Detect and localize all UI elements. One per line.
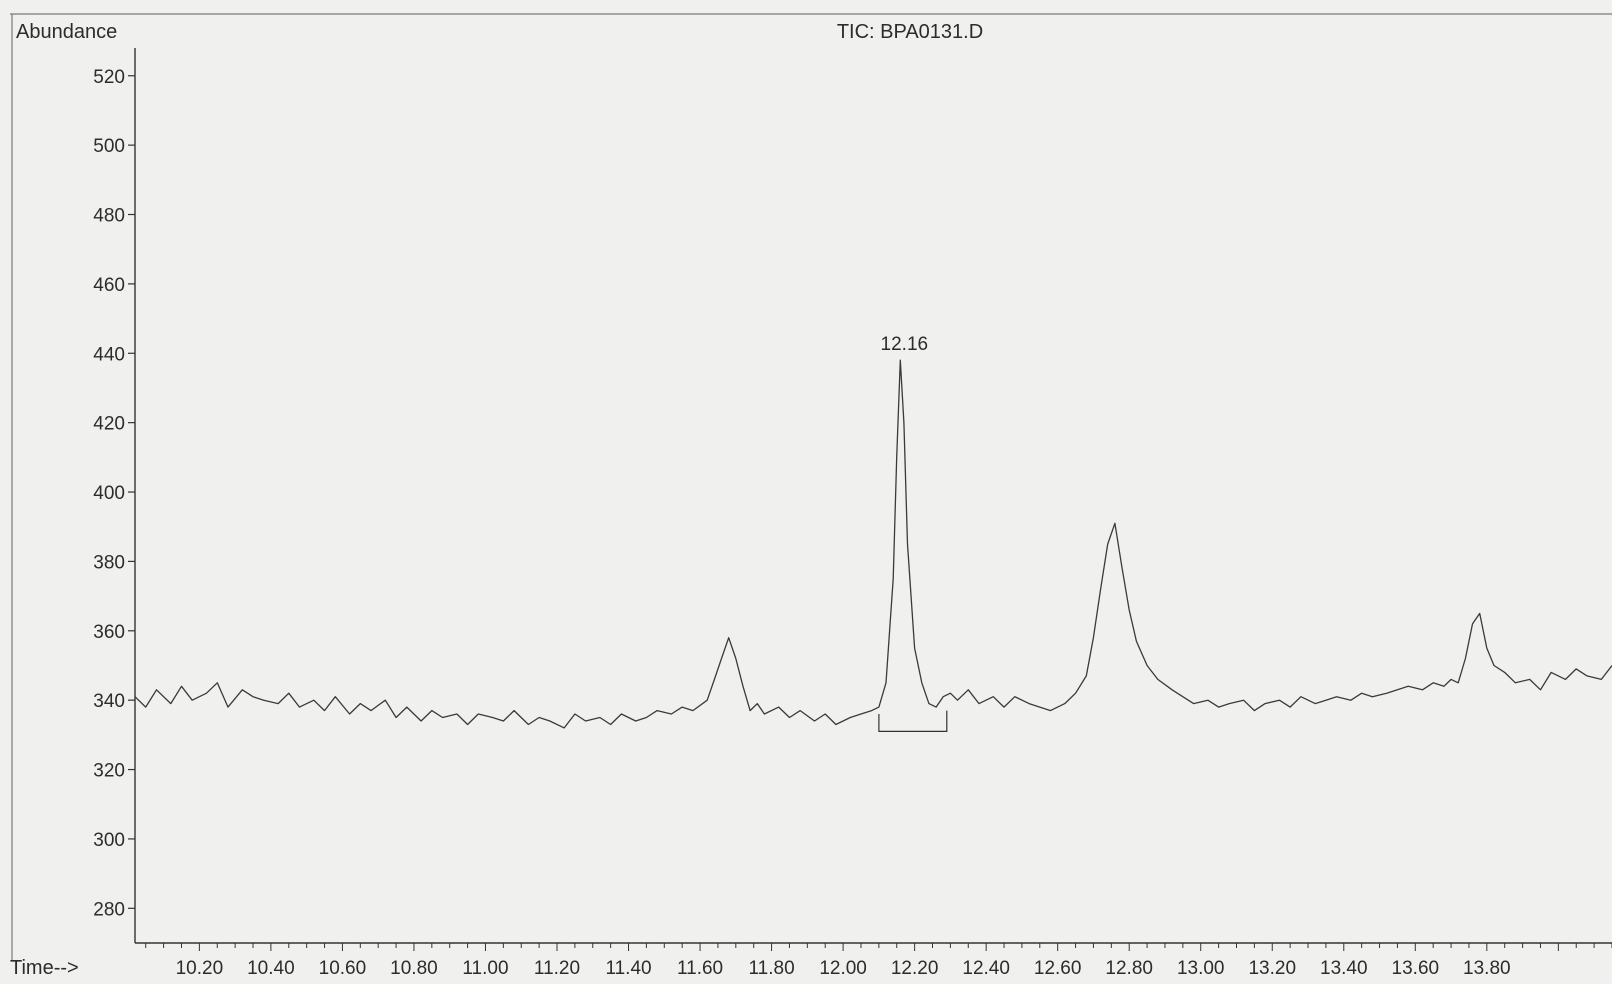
y-tick-label: 500 <box>93 136 125 157</box>
y-axis-title: Abundance <box>16 21 117 43</box>
x-tick-label: 13.80 <box>1463 958 1511 979</box>
x-tick-label: 13.20 <box>1248 958 1296 979</box>
series-group <box>134 359 1612 729</box>
peak-integration-baseline <box>878 710 948 733</box>
x-tick-label: 12.60 <box>1034 958 1082 979</box>
x-tick-label: 13.00 <box>1177 958 1225 979</box>
x-tick-label: 12.20 <box>891 958 939 979</box>
y-tick-label: 320 <box>93 761 125 782</box>
x-tick-label: 11.80 <box>749 958 795 979</box>
y-tick-label: 360 <box>93 622 125 643</box>
x-tick-label: 12.80 <box>1105 958 1153 979</box>
x-tick-label: 10.20 <box>176 958 224 979</box>
x-tick-group: 10.20 10.40 10.60 10.80 11.00 11.20 11.40 11.60… <box>145 943 1612 979</box>
x-tick-label: 10.80 <box>390 958 438 979</box>
y-tick-label: 300 <box>93 830 125 851</box>
y-tick-group: 280 300 320 340 360 380 400 420 440 460 480 500 520 <box>93 67 135 920</box>
x-tick-label: 13.60 <box>1392 958 1440 979</box>
x-tick-label: 11.40 <box>605 958 651 979</box>
x-tick-label: 12.40 <box>962 958 1010 979</box>
x-axis-title: Time--> <box>10 957 79 979</box>
x-tick-label: 11.00 <box>462 958 508 979</box>
peak-label: 12.16 <box>881 334 929 355</box>
x-tick-label: 11.20 <box>534 958 580 979</box>
x-tick-label: 11.60 <box>677 958 723 979</box>
y-tick-label: 400 <box>93 483 125 504</box>
y-tick-label: 520 <box>93 67 125 88</box>
chart-title: TIC: BPA0131.D <box>837 21 983 43</box>
y-tick-label: 440 <box>93 344 125 365</box>
y-tick-label: 420 <box>93 414 125 435</box>
y-tick-label: 480 <box>93 206 125 227</box>
y-tick-label: 460 <box>93 275 125 296</box>
y-tick-label: 340 <box>93 691 125 712</box>
tic-trace-line <box>134 359 1612 729</box>
y-tick-label: 380 <box>93 552 125 573</box>
x-tick-label: 13.40 <box>1320 958 1368 979</box>
x-tick-label: 10.60 <box>319 958 367 979</box>
x-tick-label: 12.00 <box>819 958 867 979</box>
x-tick-label: 10.40 <box>247 958 295 979</box>
annotation-group: 12.16 <box>878 334 948 733</box>
y-tick-label: 280 <box>93 899 125 920</box>
